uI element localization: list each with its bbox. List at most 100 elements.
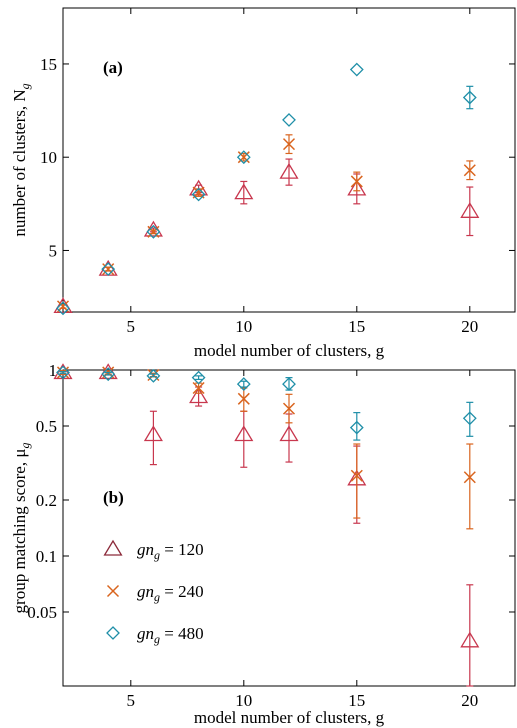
data-point-triangle — [53, 297, 73, 314]
panel-b-series-diamond — [56, 365, 477, 441]
y-tick-label: 0.2 — [36, 491, 57, 510]
data-point-triangle — [460, 202, 480, 218]
y-tick-label: 1 — [49, 361, 58, 380]
legend-item-triangle: gng = 120 — [103, 539, 204, 562]
y-tick-label: 5 — [49, 241, 58, 260]
error-bar — [466, 85, 474, 110]
panel-b-marks — [53, 363, 480, 687]
data-point-diamond — [462, 90, 477, 105]
error-bar — [240, 380, 248, 388]
data-point-diamond — [56, 365, 70, 380]
data-point-triangle — [234, 425, 254, 442]
panel-a-y-axis-label-text: number of clusters, N — [10, 89, 29, 236]
data-point-diamond — [349, 420, 364, 435]
x-tick-label: 10 — [235, 691, 252, 710]
data-point-x — [147, 225, 160, 238]
y-tick-label: 10 — [40, 148, 57, 167]
legend-label-value: = 120 — [160, 540, 204, 559]
legend-label-value: = 480 — [160, 624, 204, 643]
legend-item-diamond: gng = 480 — [106, 624, 204, 646]
data-point-x — [350, 469, 363, 482]
data-point-x — [237, 151, 250, 164]
y-tick-label: 15 — [40, 55, 57, 74]
data-point-x — [192, 381, 205, 395]
error-bar — [353, 443, 361, 519]
panel-b-ticks: 5 10 15 20 1 0.5 0.2 0.1 0.05 — [27, 361, 515, 710]
data-point-x — [282, 402, 296, 415]
panel-a-y-axis-label-subscript: g — [18, 83, 32, 89]
panel-b-y-axis-label: group matching score, μg — [10, 443, 32, 614]
x-tick-label: 5 — [127, 691, 136, 710]
error-bar — [59, 371, 67, 374]
data-point-triangle — [279, 425, 299, 442]
legend-marker-x — [106, 584, 120, 598]
error-bar — [466, 186, 474, 237]
data-point-triangle — [234, 183, 254, 200]
legend-label-subscript: g — [154, 590, 160, 604]
x-tick-label: 10 — [235, 317, 252, 336]
data-point-diamond — [349, 62, 364, 77]
error-bar — [104, 371, 112, 376]
data-point-diamond — [282, 377, 296, 392]
error-bar — [466, 443, 474, 530]
data-point-triangle — [279, 162, 299, 179]
panel-a: 5 10 15 20 5 10 15 (a) model number of cluster… — [10, 7, 516, 360]
data-point-diamond — [101, 367, 116, 382]
panel-a-ticks: 5 10 15 20 5 10 15 — [40, 8, 515, 336]
error-bar — [149, 410, 157, 466]
data-point-x — [463, 471, 476, 484]
panel-a-series-x — [56, 134, 476, 313]
x-tick-label: 20 — [461, 691, 478, 710]
data-point-x — [237, 392, 250, 405]
x-tick-label: 15 — [348, 691, 365, 710]
data-point-triangle — [189, 387, 209, 404]
legend-label: gng = 480 — [137, 624, 204, 646]
panel-b-y-axis-label-subscript: g — [18, 443, 32, 449]
panel-b-x-axis-label-text: model number of clusters, g — [194, 708, 385, 727]
legend-label: gng = 120 — [137, 540, 204, 562]
legend-item-x: gng = 240 — [106, 582, 204, 604]
data-point-diamond — [191, 370, 206, 385]
data-point-triangle — [143, 425, 163, 442]
legend-label-main: gn — [137, 582, 154, 601]
legend-label-subscript: g — [154, 548, 160, 562]
x-tick-label: 20 — [461, 317, 478, 336]
legend-marker-diamond — [106, 626, 120, 640]
data-point-diamond — [101, 262, 116, 277]
data-point-x — [282, 138, 296, 151]
x-tick-label: 15 — [348, 317, 365, 336]
data-point-diamond — [282, 112, 296, 127]
y-tick-label: 0.05 — [27, 603, 57, 622]
panel-b-y-axis-label-text: group matching score, μ — [10, 449, 29, 614]
data-point-triangle — [143, 220, 163, 237]
data-point-x — [463, 164, 476, 177]
y-tick-label: 0.1 — [36, 547, 57, 566]
panel-a-axes-frame — [62, 7, 516, 313]
y-tick-label: 0.5 — [36, 417, 57, 436]
error-bar — [240, 410, 248, 468]
data-point-diamond — [146, 224, 161, 239]
panel-a-y-axis-label: number of clusters, Ng — [10, 83, 32, 236]
error-bar — [466, 401, 474, 437]
x-tick-label: 5 — [127, 317, 136, 336]
panel-a-label: (a) — [103, 58, 123, 77]
data-point-triangle — [460, 631, 480, 648]
data-point-diamond — [236, 377, 251, 392]
data-point-triangle — [347, 179, 367, 196]
legend-label-main: gn — [137, 540, 154, 559]
data-point-diamond — [146, 368, 161, 383]
panel-a-x-axis-label-text: model number of clusters, g — [194, 341, 385, 360]
legend-label-value: = 240 — [160, 582, 204, 601]
data-point-diamond — [462, 411, 477, 426]
error-bar — [195, 375, 203, 381]
legend-marker-triangle — [103, 539, 123, 556]
panel-a-series-diamond — [56, 62, 477, 316]
panel-b-series-triangle — [53, 363, 480, 687]
legend-label-subscript: g — [154, 632, 160, 646]
data-point-x — [102, 263, 115, 276]
panel-b-label: (b) — [103, 488, 124, 507]
data-point-x — [350, 175, 363, 188]
panel-b-axes-frame — [62, 369, 516, 687]
